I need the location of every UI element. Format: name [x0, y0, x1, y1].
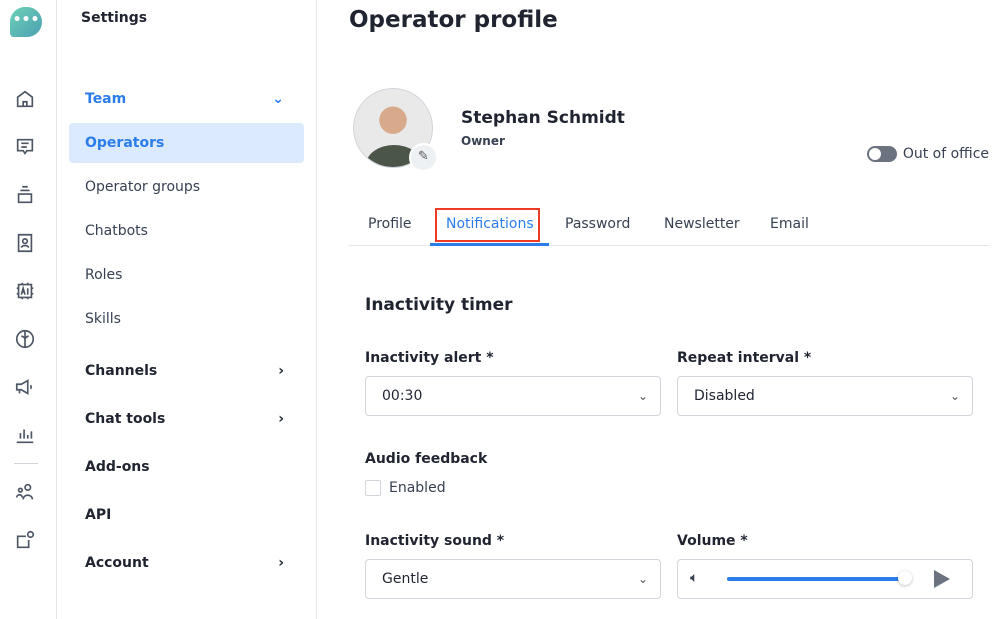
volume-label: Volume * [677, 533, 748, 549]
sidebar-item-api[interactable]: API [85, 507, 112, 523]
inactivity-sound-label: Inactivity sound * [365, 533, 505, 549]
sidebar-item-chat-tools[interactable]: Chat tools › [69, 399, 304, 439]
repeat-interval-select[interactable]: Disabled ⌄ [677, 376, 973, 416]
contacts-icon[interactable] [14, 232, 36, 254]
stats-icon[interactable] [14, 424, 36, 446]
tab-email[interactable]: Email [770, 216, 809, 232]
out-of-office-toggle[interactable]: Out of office [866, 146, 989, 162]
tab-profile[interactable]: Profile [368, 216, 412, 232]
profile-tabs: Profile Notifications Password Newslette… [349, 206, 989, 246]
highlight-box [435, 208, 540, 242]
rail-divider [14, 463, 38, 464]
ai-icon[interactable] [14, 280, 36, 302]
section-title: Inactivity timer [365, 295, 513, 315]
chevron-down-icon: ⌄ [949, 389, 960, 403]
sidebar-item-operators[interactable]: Operators [69, 123, 304, 163]
sidebar-item-team[interactable]: Team ⌄ [69, 79, 304, 119]
select-value: Disabled [694, 388, 755, 404]
active-tab-indicator [430, 243, 549, 246]
operator-name: Stephan Schmidt [461, 108, 625, 128]
sidebar-item-label: Chat tools [85, 411, 166, 427]
enabled-checkbox[interactable] [365, 480, 381, 496]
inbox-icon[interactable] [14, 184, 36, 206]
sidebar-item-label: Team [85, 91, 127, 107]
page-title: Operator profile [349, 7, 558, 33]
tab-notifications[interactable]: Notifications [446, 216, 534, 232]
sidebar-item-add-ons[interactable]: Add-ons [85, 459, 150, 475]
sidebar-item-account[interactable]: Account › [69, 543, 304, 583]
team-icon[interactable] [14, 481, 36, 503]
chevron-down-icon: ⌄ [272, 91, 284, 107]
chevron-right-icon: › [278, 411, 284, 427]
repeat-interval-label: Repeat interval * [677, 350, 812, 366]
operator-role: Owner [461, 134, 505, 148]
toggle-switch[interactable] [866, 146, 897, 162]
icon-rail: ••• [0, 0, 57, 619]
inactivity-alert-select[interactable]: 00:30 ⌄ [365, 376, 661, 416]
tab-password[interactable]: Password [565, 216, 631, 232]
settings-sidebar: Settings Team ⌄ Operators Operator groups… [57, 0, 317, 619]
sidebar-item-chatbots[interactable]: Chatbots [85, 223, 148, 239]
inactivity-alert-label: Inactivity alert * [365, 350, 494, 366]
sidebar-item-label: Account [85, 555, 149, 571]
enabled-checkbox-label[interactable]: Enabled [389, 480, 446, 496]
chevron-down-icon: ⌄ [637, 572, 648, 586]
volume-slider[interactable] [727, 571, 913, 585]
sidebar-item-operator-groups[interactable]: Operator groups [85, 179, 201, 195]
chevron-down-icon: ⌄ [637, 389, 648, 403]
audio-feedback-label: Audio feedback [365, 451, 488, 467]
tab-newsletter[interactable]: Newsletter [664, 216, 740, 232]
avatar [353, 88, 433, 168]
integrations-icon[interactable] [14, 529, 36, 551]
select-value: 00:30 [382, 388, 423, 404]
sidebar-title: Settings [81, 10, 148, 26]
sidebar-item-channels[interactable]: Channels › [69, 351, 304, 391]
sidebar-item-skills[interactable]: Skills [85, 311, 121, 327]
out-of-office-label: Out of office [902, 146, 989, 162]
edit-avatar-pencil-icon[interactable]: ✎ [409, 143, 438, 172]
chevron-right-icon: › [278, 363, 284, 379]
brain-icon[interactable] [14, 328, 36, 350]
megaphone-icon[interactable] [14, 376, 36, 398]
sidebar-item-roles[interactable]: Roles [85, 267, 123, 283]
home-icon[interactable] [14, 88, 36, 110]
play-icon[interactable] [934, 570, 950, 588]
inactivity-sound-select[interactable]: Gentle ⌄ [365, 559, 661, 599]
chat-icon[interactable] [14, 136, 36, 158]
sidebar-item-label: Channels [85, 363, 158, 379]
volume-control: 🔈︎ [677, 559, 973, 599]
chevron-right-icon: › [278, 555, 284, 571]
select-value: Gentle [382, 571, 429, 587]
logo-icon[interactable]: ••• [10, 7, 42, 37]
slider-handle[interactable] [898, 571, 913, 585]
speaker-icon[interactable]: 🔈︎ [690, 570, 699, 586]
